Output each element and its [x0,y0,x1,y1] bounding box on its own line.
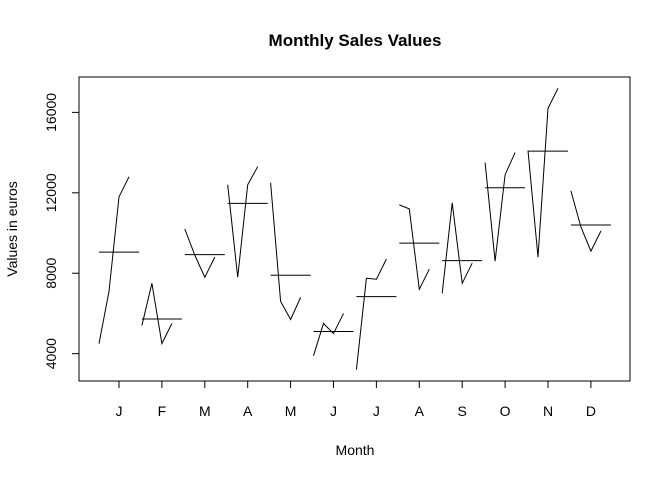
subseries-line [141,283,173,346]
x-tick-label: O [500,403,511,419]
subseries-line [441,202,473,294]
x-tick-label: S [458,403,467,419]
x-tick-label: N [543,403,553,419]
x-tick-label: D [586,403,596,419]
x-axis-label: Month [336,442,375,458]
plot-box [78,76,631,382]
x-tick-label: J [116,403,123,419]
x-tick-label: F [158,403,167,419]
y-tick-label: 8000 [43,257,59,288]
x-tick-label: M [199,403,211,419]
subseries-line [313,313,344,356]
subseries-line [527,88,559,258]
subseries-line [184,228,216,279]
subseries-line [355,258,387,370]
subseries-line [484,152,516,262]
subseries-line [270,182,302,321]
subseries-line [399,204,430,292]
x-tick-label: A [415,403,425,419]
chart-title: Monthly Sales Values [269,31,442,50]
y-axis-label: Values in euros [4,181,20,276]
x-tick-label: J [330,403,337,419]
subseries-line [227,166,259,278]
y-tick-label: 4000 [43,338,59,369]
y-tick-label: 16000 [43,93,59,132]
y-tick-label: 12000 [43,173,59,212]
x-tick-label: A [243,403,253,419]
subseries-line [98,176,130,344]
x-tick-label: J [373,403,380,419]
subseries-line [570,190,602,253]
x-tick-label: M [285,403,297,419]
